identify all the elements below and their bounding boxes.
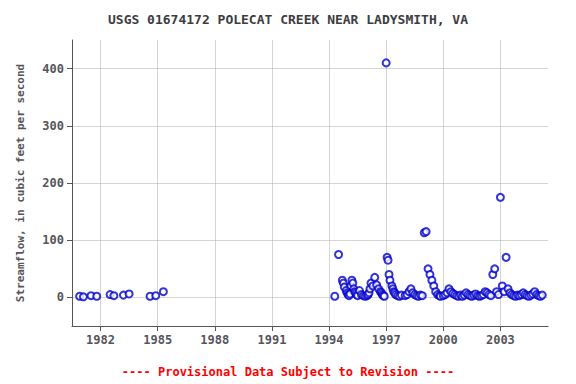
svg-text:300: 300 (42, 119, 64, 133)
svg-text:1988: 1988 (200, 333, 229, 347)
svg-text:2000: 2000 (429, 333, 458, 347)
svg-text:1991: 1991 (257, 333, 286, 347)
svg-text:2003: 2003 (486, 333, 515, 347)
svg-text:1994: 1994 (315, 333, 344, 347)
svg-text:Streamflow, in cubic feet per: Streamflow, in cubic feet per second (14, 64, 27, 302)
svg-text:1982: 1982 (86, 333, 115, 347)
svg-text:USGS 01674172 POLECAT CREEK NE: USGS 01674172 POLECAT CREEK NEAR LADYSMI… (108, 12, 468, 27)
svg-text:200: 200 (42, 176, 64, 190)
svg-text:---- Provisional Data Subject: ---- Provisional Data Subject to Revisio… (122, 365, 454, 379)
svg-text:1997: 1997 (372, 333, 401, 347)
svg-text:400: 400 (42, 62, 64, 76)
svg-text:1985: 1985 (143, 333, 172, 347)
svg-text:0: 0 (57, 290, 64, 304)
svg-text:100: 100 (42, 233, 64, 247)
